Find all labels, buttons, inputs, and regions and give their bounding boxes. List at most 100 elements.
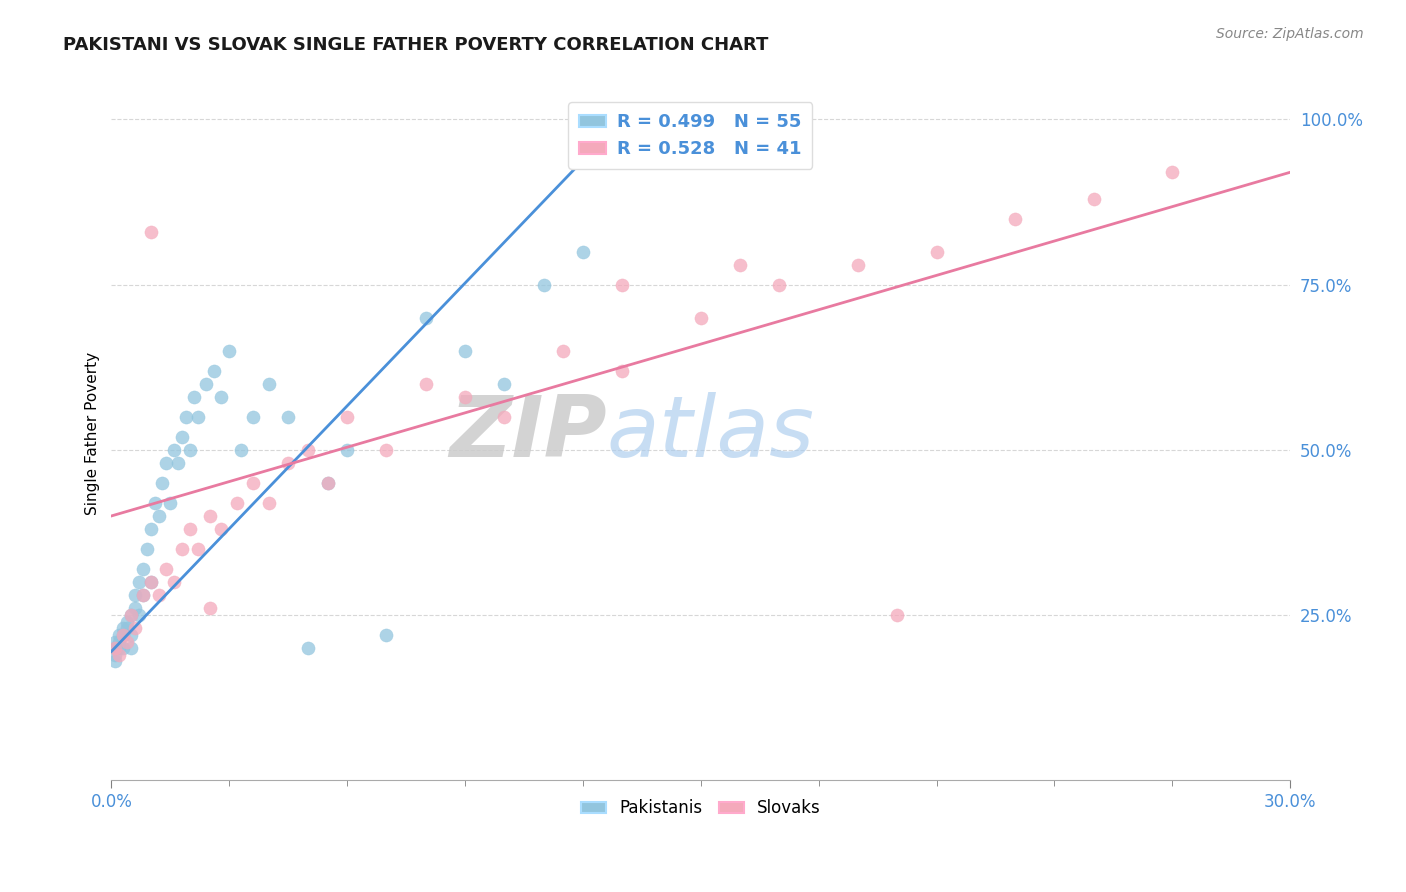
Point bbox=[172, 541, 194, 556]
Point bbox=[533, 277, 555, 292]
Point bbox=[120, 608, 142, 623]
Point bbox=[415, 376, 437, 391]
Point bbox=[112, 641, 135, 656]
Point bbox=[187, 541, 209, 556]
Point bbox=[277, 456, 299, 470]
Point bbox=[148, 508, 170, 523]
Point bbox=[257, 496, 280, 510]
Point bbox=[1161, 165, 1184, 179]
Point bbox=[124, 588, 146, 602]
Point bbox=[124, 601, 146, 615]
Point bbox=[242, 409, 264, 424]
Point bbox=[494, 409, 516, 424]
Point bbox=[139, 225, 162, 239]
Point bbox=[104, 641, 127, 656]
Point bbox=[104, 634, 127, 648]
Point bbox=[209, 522, 232, 536]
Point bbox=[553, 343, 575, 358]
Point bbox=[112, 628, 135, 642]
Point bbox=[454, 343, 477, 358]
Point bbox=[163, 442, 186, 457]
Point bbox=[120, 608, 142, 623]
Point bbox=[1083, 192, 1105, 206]
Point bbox=[124, 621, 146, 635]
Point bbox=[115, 634, 138, 648]
Point bbox=[112, 628, 135, 642]
Point bbox=[198, 601, 221, 615]
Point bbox=[108, 648, 131, 662]
Point bbox=[297, 442, 319, 457]
Text: Source: ZipAtlas.com: Source: ZipAtlas.com bbox=[1216, 27, 1364, 41]
Point bbox=[139, 522, 162, 536]
Point bbox=[104, 648, 127, 662]
Text: atlas: atlas bbox=[606, 392, 814, 475]
Point bbox=[316, 475, 339, 490]
Point bbox=[148, 588, 170, 602]
Point bbox=[115, 615, 138, 629]
Point bbox=[415, 310, 437, 325]
Point bbox=[787, 112, 810, 127]
Point bbox=[108, 634, 131, 648]
Text: PAKISTANI VS SLOVAK SINGLE FATHER POVERTY CORRELATION CHART: PAKISTANI VS SLOVAK SINGLE FATHER POVERT… bbox=[63, 36, 769, 54]
Point bbox=[336, 442, 359, 457]
Point bbox=[139, 575, 162, 590]
Point bbox=[209, 390, 232, 404]
Point bbox=[183, 390, 205, 404]
Point bbox=[135, 541, 157, 556]
Point bbox=[218, 343, 240, 358]
Point bbox=[152, 475, 174, 490]
Point bbox=[1004, 211, 1026, 226]
Point bbox=[846, 258, 869, 272]
Point bbox=[336, 409, 359, 424]
Point bbox=[187, 409, 209, 424]
Point bbox=[112, 621, 135, 635]
Point bbox=[612, 277, 634, 292]
Point bbox=[768, 277, 790, 292]
Point bbox=[155, 456, 177, 470]
Point bbox=[194, 376, 217, 391]
Point bbox=[128, 608, 150, 623]
Point bbox=[728, 258, 751, 272]
Point bbox=[375, 442, 398, 457]
Point bbox=[115, 621, 138, 635]
Point bbox=[277, 409, 299, 424]
Point bbox=[132, 588, 155, 602]
Point bbox=[108, 641, 131, 656]
Point bbox=[163, 575, 186, 590]
Point bbox=[143, 496, 166, 510]
Point bbox=[108, 628, 131, 642]
Point bbox=[198, 508, 221, 523]
Y-axis label: Single Father Poverty: Single Father Poverty bbox=[86, 351, 100, 515]
Point bbox=[120, 628, 142, 642]
Point bbox=[612, 363, 634, 377]
Point bbox=[128, 575, 150, 590]
Point bbox=[120, 641, 142, 656]
Point bbox=[174, 409, 197, 424]
Point bbox=[375, 628, 398, 642]
Point bbox=[886, 608, 908, 623]
Point bbox=[925, 244, 948, 259]
Point bbox=[202, 363, 225, 377]
Point bbox=[242, 475, 264, 490]
Point bbox=[104, 654, 127, 668]
Text: ZIP: ZIP bbox=[449, 392, 606, 475]
Point bbox=[132, 588, 155, 602]
Point bbox=[297, 641, 319, 656]
Point bbox=[179, 522, 201, 536]
Point bbox=[226, 496, 249, 510]
Point bbox=[167, 456, 190, 470]
Point bbox=[159, 496, 181, 510]
Point bbox=[572, 244, 595, 259]
Point bbox=[155, 562, 177, 576]
Point bbox=[229, 442, 252, 457]
Point bbox=[139, 575, 162, 590]
Point bbox=[689, 145, 711, 160]
Point bbox=[454, 390, 477, 404]
Point bbox=[132, 562, 155, 576]
Point bbox=[179, 442, 201, 457]
Point bbox=[257, 376, 280, 391]
Point bbox=[104, 641, 127, 656]
Point bbox=[172, 430, 194, 444]
Legend: Pakistanis, Slovaks: Pakistanis, Slovaks bbox=[574, 793, 828, 824]
Point bbox=[316, 475, 339, 490]
